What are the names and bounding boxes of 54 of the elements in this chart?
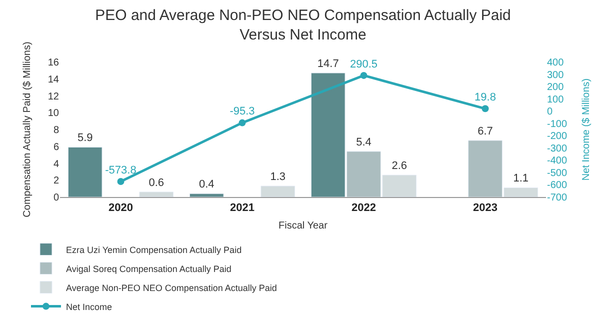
- data-label: 0.6: [148, 176, 164, 189]
- y2-tick-label: -200: [547, 131, 568, 142]
- x-tick-label: 2020: [108, 202, 133, 214]
- bar: [139, 192, 174, 197]
- legend-label: Ezra Uzi Yemin Compensation Actually Paid: [66, 244, 242, 255]
- bar: [68, 146, 102, 197]
- y-tick-label: 0: [53, 192, 60, 204]
- y2-axis-title: Net Income ($ Millions): [580, 78, 592, 181]
- data-label: 19.8: [474, 92, 496, 104]
- y-tick-label: 6: [53, 142, 60, 153]
- x-tick-label: 2021: [230, 202, 254, 214]
- data-label: 290.5: [350, 58, 378, 70]
- legend-label: Average Non-PEO NEO Compensation Actually Paid: [66, 282, 277, 293]
- y-tick-label: 2: [53, 176, 60, 187]
- y-tick-label: 4: [53, 158, 60, 170]
- point: [360, 72, 368, 79]
- data-label: 1.3: [270, 171, 286, 184]
- data-label: 5.9: [77, 132, 93, 144]
- y2-tick-label: -100: [547, 118, 568, 130]
- point: [482, 105, 489, 112]
- y-tick-label: 16: [48, 58, 60, 68]
- y2-tick-label: 200: [547, 82, 564, 94]
- data-label: 14.7: [317, 58, 339, 70]
- data-label: 2.6: [392, 160, 408, 172]
- x-axis-title: Fiscal Year: [278, 220, 328, 232]
- y-tick-label: 10: [48, 108, 60, 120]
- y2-tick-label: -600: [547, 180, 568, 192]
- data-label: -95.3: [230, 106, 255, 118]
- y2-tick-label: 400: [547, 58, 564, 68]
- y2-tick-label: -400: [547, 156, 568, 167]
- bar: [260, 186, 296, 197]
- x-tick-label: 2022: [352, 202, 376, 214]
- data-label: 0.4: [198, 178, 214, 191]
- legend-label: Net Income: [66, 302, 112, 312]
- y2-tick-label: -700: [547, 192, 568, 204]
- bar: [189, 193, 224, 197]
- y2-tick-label: 100: [547, 94, 564, 106]
- y2-tick-label: 300: [547, 70, 564, 81]
- legend-label: Avigal Soreq Compensation Actually Paid: [66, 264, 232, 274]
- data-label: -573.8: [105, 164, 136, 176]
- y-axis-title: Compensation Actually Paid ($ Millions): [22, 42, 33, 218]
- point: [117, 178, 124, 186]
- y2-tick-label: -300: [547, 143, 568, 154]
- y2-tick-label: -500: [547, 168, 568, 179]
- y2-tick-label: 0: [547, 106, 553, 118]
- chart-title: PEO and Average Non-PEO NEO Compensation Actually Paid Versus Net Income: [95, 6, 511, 44]
- y-tick-label: 8: [53, 125, 60, 136]
- x-tick-label: 2023: [473, 202, 498, 214]
- data-label: 6.7: [478, 125, 493, 138]
- data-label: 5.4: [356, 136, 372, 148]
- point: [238, 119, 246, 126]
- data-label: 1.1: [513, 172, 529, 185]
- y-tick-label: 12: [48, 91, 60, 102]
- y-tick-label: 14: [48, 74, 60, 86]
